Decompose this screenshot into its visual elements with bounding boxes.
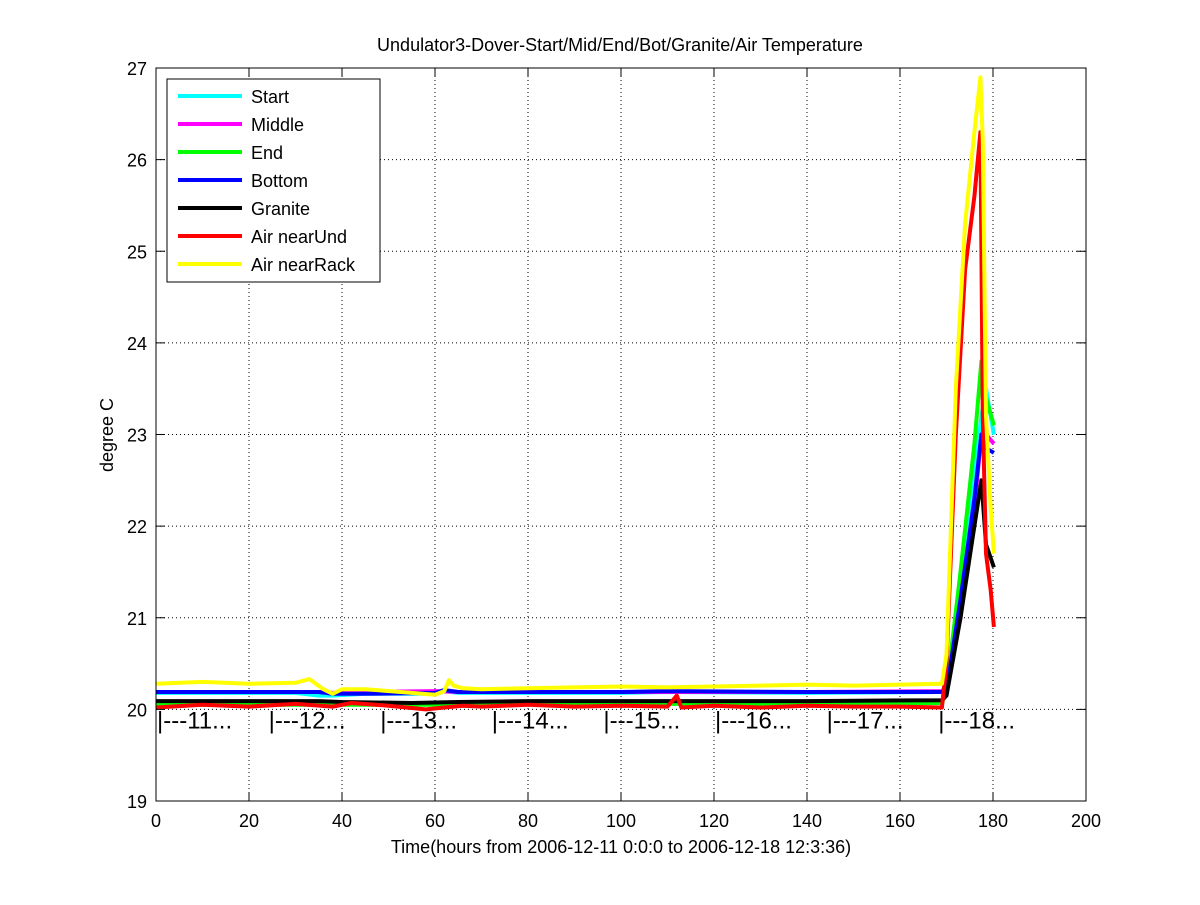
y-tick-label: 24 bbox=[127, 334, 147, 354]
series-line-end bbox=[156, 359, 996, 707]
day-markers: |---11... |---12... |---13... |---14... |---… bbox=[157, 707, 1015, 734]
legend: Start Middle End Bottom Granite Air nearUnd Ai… bbox=[166, 78, 381, 283]
legend-entry: Bottom bbox=[251, 171, 308, 191]
day-marker: |---15... bbox=[603, 707, 680, 734]
series-line-middle bbox=[156, 432, 996, 695]
x-tick-label: 160 bbox=[885, 811, 915, 831]
day-marker: |---14... bbox=[492, 707, 569, 734]
y-tick-label: 23 bbox=[127, 426, 147, 446]
x-tick-label: 140 bbox=[792, 811, 822, 831]
day-marker: |---16... bbox=[715, 707, 792, 734]
y-tick-label: 21 bbox=[127, 609, 147, 629]
day-marker: |---13... bbox=[380, 707, 457, 734]
y-tick-label: 19 bbox=[127, 792, 147, 812]
legend-entry: Middle bbox=[251, 115, 304, 135]
grid-lines bbox=[156, 68, 1086, 801]
x-tick-label: 80 bbox=[518, 811, 538, 831]
series-lines bbox=[155, 75, 996, 712]
day-marker: |---17... bbox=[827, 707, 904, 734]
legend-entry: Air nearRack bbox=[251, 255, 356, 275]
x-tick-label: 200 bbox=[1071, 811, 1101, 831]
series-line-air-nearund bbox=[155, 130, 996, 712]
legend-entry: Granite bbox=[251, 199, 310, 219]
legend-entry: Start bbox=[251, 87, 289, 107]
y-tick-label: 25 bbox=[127, 242, 147, 262]
x-tick-label: 20 bbox=[239, 811, 259, 831]
x-tick-label: 100 bbox=[606, 811, 636, 831]
y-tick-label: 27 bbox=[127, 59, 147, 79]
day-marker: |---11... bbox=[157, 707, 232, 734]
x-tick-label: 40 bbox=[332, 811, 352, 831]
series-line-air-nearrack bbox=[155, 75, 996, 697]
x-tick-label: 120 bbox=[699, 811, 729, 831]
legend-entry: End bbox=[251, 143, 283, 163]
x-tick-label: 60 bbox=[425, 811, 445, 831]
x-tick-label: 180 bbox=[978, 811, 1008, 831]
y-tick-label: 22 bbox=[127, 517, 147, 537]
day-marker: |---12... bbox=[269, 707, 346, 734]
series-line-bottom bbox=[156, 432, 995, 696]
legend-entry: Air nearUnd bbox=[251, 227, 347, 247]
y-tick-label: 26 bbox=[127, 151, 147, 171]
axis-ticks: 0 20 40 60 80 100 120 140 160 180 200 19 20 21 22 23 24 2… bbox=[127, 59, 1101, 831]
chart-title: Undulator3-Dover-Start/Mid/End/Bot/Grani… bbox=[377, 35, 863, 55]
y-tick-label: 20 bbox=[127, 700, 147, 720]
y-axis-label: degree C bbox=[97, 398, 117, 472]
x-tick-label: 0 bbox=[151, 811, 161, 831]
series-line-granite bbox=[156, 478, 996, 705]
x-axis-label: Time(hours from 2006-12-11 0:0:0 to 2006… bbox=[391, 837, 851, 857]
day-marker: |---18... bbox=[938, 707, 1015, 734]
